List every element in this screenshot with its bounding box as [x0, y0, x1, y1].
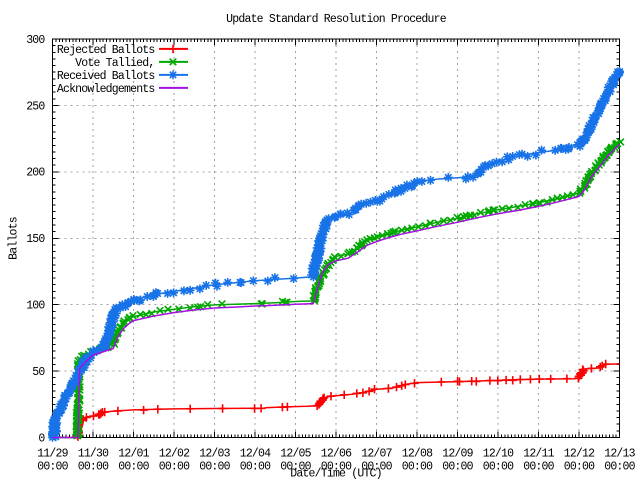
svg-text:Date/Time (UTC): Date/Time (UTC) [290, 468, 382, 480]
svg-text:00:00: 00:00 [159, 461, 190, 474]
svg-text:12/05: 12/05 [280, 448, 311, 461]
svg-text:12/12: 12/12 [564, 448, 595, 461]
svg-text:150: 150 [26, 233, 45, 246]
svg-text:Acknowledgements: Acknowledgements [57, 83, 155, 96]
svg-text:11/30: 11/30 [78, 448, 109, 461]
svg-text:12/01: 12/01 [118, 448, 149, 461]
svg-text:00:00: 00:00 [361, 461, 392, 474]
svg-text:250: 250 [26, 100, 45, 113]
svg-text:00:00: 00:00 [483, 461, 514, 474]
svg-text:00:00: 00:00 [321, 461, 352, 474]
svg-text:00:00: 00:00 [118, 461, 149, 474]
svg-text:12/10: 12/10 [483, 448, 514, 461]
svg-text:100: 100 [26, 300, 45, 313]
svg-text:00:00: 00:00 [402, 461, 433, 474]
svg-text:12/13: 12/13 [604, 448, 635, 461]
svg-text:Vote Tallied,: Vote Tallied, [75, 57, 154, 70]
svg-text:00:00: 00:00 [240, 461, 271, 474]
svg-text:12/02: 12/02 [159, 448, 190, 461]
svg-text:12/07: 12/07 [361, 448, 392, 461]
svg-text:12/06: 12/06 [321, 448, 352, 461]
svg-text:00:00: 00:00 [564, 461, 595, 474]
svg-text:50: 50 [32, 366, 45, 379]
svg-text:12/11: 12/11 [523, 448, 554, 461]
svg-text:12/09: 12/09 [442, 448, 473, 461]
svg-text:200: 200 [26, 167, 45, 180]
svg-text:00:00: 00:00 [37, 461, 68, 474]
svg-text:Update Standard Resolution Pro: Update Standard Resolution Procedure [226, 13, 447, 26]
svg-text:11/29: 11/29 [37, 448, 68, 461]
svg-text:12/04: 12/04 [240, 448, 271, 461]
svg-text:Received Ballots: Received Ballots [57, 70, 155, 83]
svg-text:Ballots: Ballots [8, 217, 21, 260]
svg-text:0: 0 [38, 432, 45, 445]
svg-text:Rejected Ballots: Rejected Ballots [57, 44, 155, 57]
svg-text:300: 300 [26, 34, 45, 47]
svg-text:00:00: 00:00 [604, 461, 635, 474]
svg-text:00:00: 00:00 [199, 461, 230, 474]
svg-text:00:00: 00:00 [78, 461, 109, 474]
svg-text:12/08: 12/08 [402, 448, 433, 461]
svg-text:00:00: 00:00 [280, 461, 311, 474]
svg-text:00:00: 00:00 [523, 461, 554, 474]
svg-text:00:00: 00:00 [442, 461, 473, 474]
svg-text:12/03: 12/03 [199, 448, 230, 461]
